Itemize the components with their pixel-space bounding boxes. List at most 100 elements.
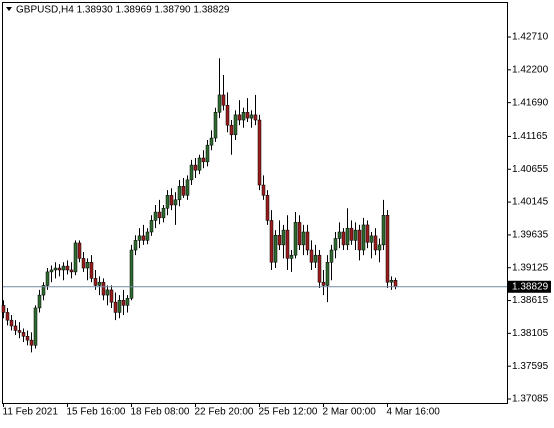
candle-body [305, 231, 310, 251]
candle-body [361, 224, 366, 251]
candle-body [57, 267, 62, 271]
candle-body [141, 235, 146, 241]
candle-body [353, 229, 358, 241]
candle-body [345, 227, 350, 246]
y-tick-label: 1.41165 [512, 131, 548, 142]
candle-body [117, 299, 122, 313]
candle-body [277, 234, 282, 246]
candle-body [169, 195, 174, 206]
candle-body [161, 207, 166, 219]
candle-body [41, 285, 46, 296]
y-tick-label: 1.37085 [512, 394, 549, 405]
candle-body [285, 229, 290, 259]
candle-body [5, 312, 10, 321]
candle-body [73, 242, 78, 273]
current-price-box [508, 280, 551, 293]
candle-body [369, 235, 374, 243]
candle-body [113, 301, 118, 313]
candle-body [97, 281, 102, 286]
candle-body [177, 186, 182, 201]
y-tick-label: 1.41690 [512, 97, 549, 108]
candle-body [129, 249, 134, 299]
candle-body [313, 254, 318, 263]
candle-body [385, 215, 390, 283]
candle-body [157, 211, 162, 219]
candle-body [293, 222, 298, 256]
candle-body [365, 224, 370, 243]
candle-body [13, 325, 18, 331]
x-tick-label: 2 Mar 00:00 [323, 407, 377, 418]
menu-triangle [6, 7, 12, 11]
candle-body [317, 254, 322, 283]
candle-body [249, 114, 254, 119]
candle-body [85, 262, 90, 269]
candle-body [213, 112, 218, 139]
candle-body [237, 114, 242, 121]
candle-body [133, 240, 138, 251]
candle-body [17, 330, 22, 333]
candle-body [81, 258, 86, 269]
candle-body [381, 215, 386, 246]
candle-body [321, 281, 326, 286]
candle-body [373, 235, 378, 251]
candle-body [9, 319, 14, 327]
candle-body [37, 294, 42, 309]
candle-body [101, 281, 106, 296]
y-tick-label: 1.40655 [512, 164, 549, 175]
candle-body [253, 114, 258, 121]
candle-body [393, 280, 398, 288]
y-tick-label: 1.39125 [512, 262, 549, 273]
candle-body [341, 231, 346, 246]
candle-body [357, 229, 362, 251]
candle-body [289, 254, 294, 259]
plot-frame [2, 2, 508, 404]
y-tick-label: 1.40145 [512, 197, 549, 208]
candle-body [109, 289, 114, 303]
candle-body [185, 179, 190, 196]
candle-body [229, 124, 234, 136]
x-tick-label: 4 Mar 16:00 [387, 407, 441, 418]
candle-body [65, 265, 70, 271]
candle-body [53, 267, 58, 271]
candle-body [69, 269, 74, 273]
candle-body [245, 112, 250, 119]
candle-body [225, 104, 230, 126]
candle-body [233, 114, 238, 136]
candle-body [173, 199, 178, 206]
candle-body [89, 262, 94, 279]
candle-body [29, 339, 34, 346]
candle-body [21, 332, 26, 337]
current-price-label: 1.38829 [512, 281, 549, 292]
candle-body [349, 227, 354, 241]
candle-body [77, 242, 82, 259]
y-tick-label: 1.42200 [512, 64, 549, 75]
candle-body [281, 229, 286, 246]
candle-body [297, 222, 302, 246]
candle-body [241, 112, 246, 121]
candle-body [189, 164, 194, 181]
candle-body [45, 271, 50, 286]
x-tick-label: 11 Feb 2021 [3, 407, 59, 418]
candle-body [257, 119, 262, 186]
candle-body [121, 299, 126, 306]
candle-body [93, 278, 98, 286]
candle-body [265, 195, 270, 221]
candle-body [137, 235, 142, 241]
candle-body [273, 234, 278, 263]
candle-body [301, 231, 306, 246]
candle-body [25, 336, 30, 341]
x-tick-label: 25 Feb 12:00 [259, 407, 318, 418]
candle-body [261, 184, 266, 196]
candle-body [1, 305, 6, 313]
candle-body [201, 157, 206, 163]
candle-body [337, 231, 342, 239]
y-tick-label: 1.37595 [512, 361, 549, 372]
y-tick-label: 1.38105 [512, 328, 549, 339]
candle-body [33, 307, 38, 346]
x-tick-label: 22 Feb 20:00 [195, 407, 254, 418]
y-tick-label: 1.42710 [512, 32, 549, 43]
candle-body [333, 238, 338, 251]
candle-body [125, 298, 130, 306]
